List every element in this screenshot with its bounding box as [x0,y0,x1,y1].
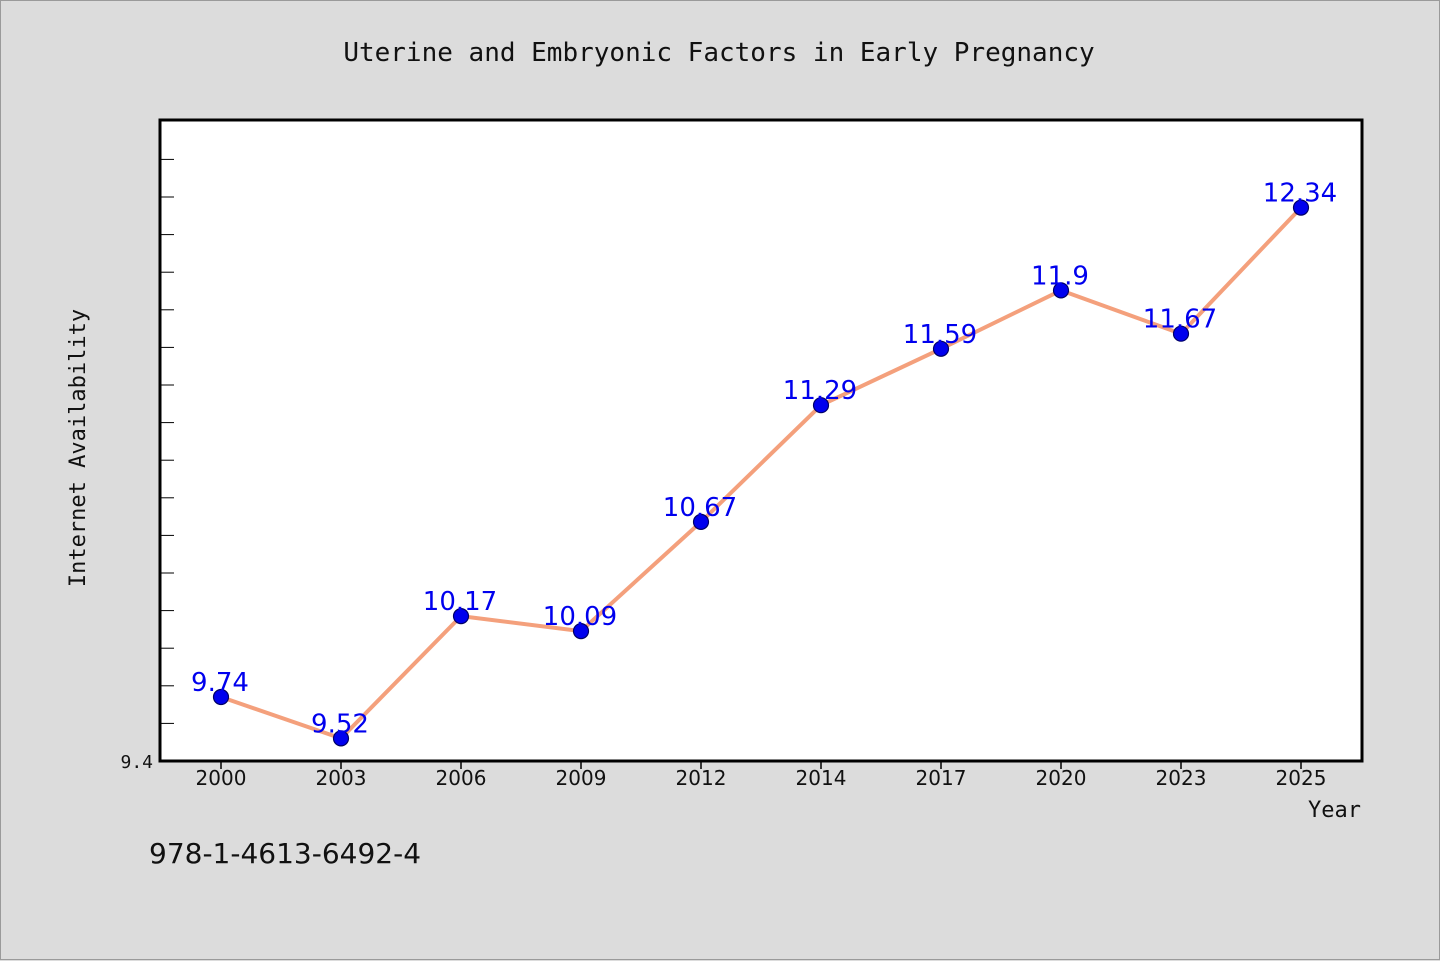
x-tick-label: 2017 [916,766,967,790]
x-tick-label: 2000 [196,766,247,790]
x-tick-label: 2012 [676,766,727,790]
data-point [1052,282,1070,299]
data-point [692,513,710,531]
y-tick-label-min: 9.4 [120,752,153,773]
data-label: 10.09 [543,602,617,632]
data-point [452,607,470,625]
x-axis-tick-labels: 2000 2003 2006 2009 2012 2014 2017 2020 2023 2025 [196,766,1327,790]
data-point [812,397,830,414]
data-point [212,688,230,706]
data-label: 11.29 [783,376,857,406]
series-line [219,205,1303,741]
x-tick-label: 2020 [1036,766,1087,790]
data-point [572,622,590,640]
data-label: 11.59 [903,320,977,350]
data-label: 9.52 [311,709,369,739]
plot-area [158,118,1364,763]
data-label: 12.34 [1263,179,1337,209]
series-line-group: 9.74 9.52 10.17 10.09 10.67 11.29 11.59 11.9 11.… [191,179,1337,747]
data-label: 10.17 [423,587,497,617]
x-axis-ticks [220,761,1302,769]
chart-title: Uterine and Embryonic Factors in Early P… [343,38,1094,68]
isbn-text: 978-1-4613-6492-4 [149,837,421,870]
x-tick-label: 2009 [556,766,607,790]
y-axis-ticks [160,158,174,724]
data-point [332,730,350,747]
data-point [932,340,950,357]
x-tick-label: 2025 [1276,766,1327,790]
x-tick-label: 2006 [436,766,487,790]
data-label: 10.67 [663,493,737,523]
y-axis-label: Internet Availability [66,309,91,587]
data-point [1292,199,1310,216]
x-tick-label: 2023 [1156,766,1207,790]
data-label: 11.67 [1143,305,1217,335]
x-tick-label: 2003 [316,766,367,790]
data-point [1172,325,1190,342]
x-axis-label: Year [1308,798,1361,823]
data-label: 9.74 [191,668,249,698]
data-label: 11.9 [1031,261,1089,291]
x-tick-label: 2014 [796,766,847,790]
